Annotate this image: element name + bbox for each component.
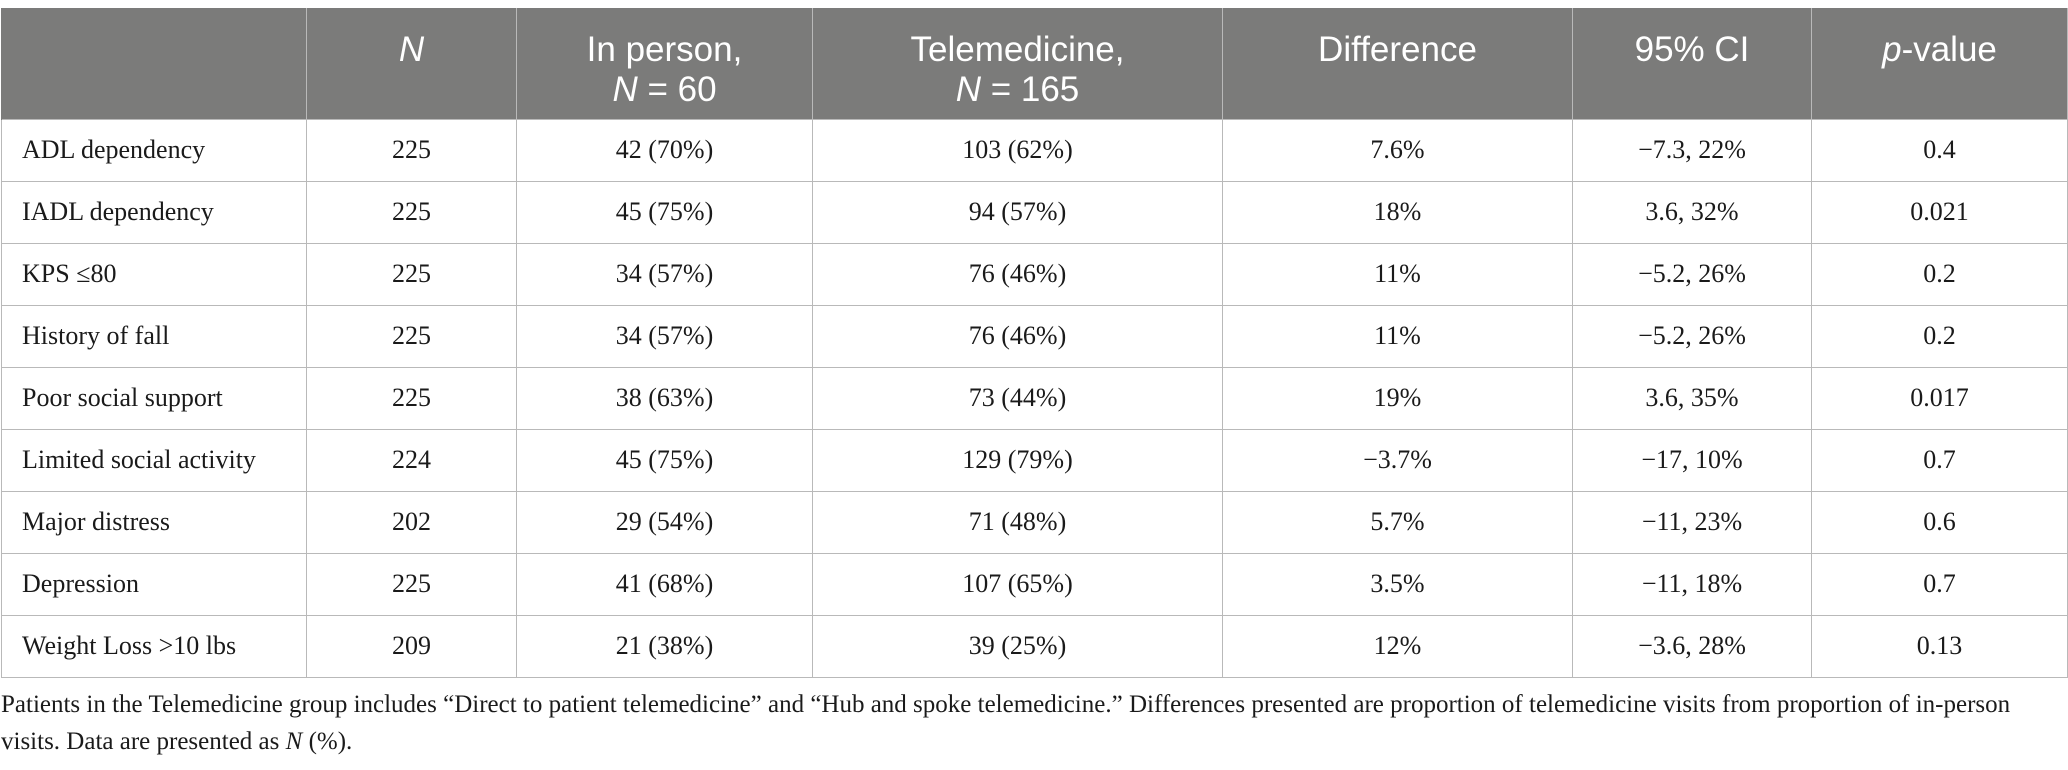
cell-p-value: 0.6 xyxy=(1811,490,2068,554)
cell-n: 224 xyxy=(306,428,517,492)
cell-difference: 5.7% xyxy=(1222,490,1573,554)
cell-p-value: 0.021 xyxy=(1811,180,2068,244)
cell-telemedicine: 107 (65%) xyxy=(812,552,1223,616)
table-body: ADL dependency 225 42 (70%) 103 (62%) 7.… xyxy=(1,118,2068,678)
table-footnote: Patients in the Telemedicine group inclu… xyxy=(1,686,2061,760)
header-ci: 95% CI xyxy=(1572,8,1812,119)
cell-in-person: 29 (54%) xyxy=(516,490,813,554)
cell-in-person: 45 (75%) xyxy=(516,428,813,492)
header-in-person: In person, N = 60 xyxy=(516,8,813,119)
cell-in-person: 38 (63%) xyxy=(516,366,813,430)
cell-telemedicine: 39 (25%) xyxy=(812,614,1223,678)
cell-p-value: 0.2 xyxy=(1811,242,2068,306)
cell-n: 209 xyxy=(306,614,517,678)
cell-telemedicine: 94 (57%) xyxy=(812,180,1223,244)
row-label: Depression xyxy=(1,552,307,616)
header-telemedicine-n-value: = 165 xyxy=(980,70,1080,109)
header-row: N In person, N = 60 Telemedicine, N = 16… xyxy=(1,8,2068,119)
row-label: KPS ≤80 xyxy=(1,242,307,306)
cell-in-person: 34 (57%) xyxy=(516,242,813,306)
header-row-label xyxy=(1,8,307,119)
cell-n: 225 xyxy=(306,242,517,306)
header-telemedicine-n-symbol: N xyxy=(955,70,981,109)
cell-ci: 3.6, 35% xyxy=(1572,366,1812,430)
cell-ci: −5.2, 26% xyxy=(1572,242,1812,306)
header-p-suffix: -value xyxy=(1901,30,1997,69)
table-row: KPS ≤80 225 34 (57%) 76 (46%) 11% −5.2, … xyxy=(1,242,2068,306)
results-table: N In person, N = 60 Telemedicine, N = 16… xyxy=(1,8,2068,678)
cell-in-person: 41 (68%) xyxy=(516,552,813,616)
cell-in-person: 42 (70%) xyxy=(516,118,813,182)
header-in-person-n-value: = 60 xyxy=(637,70,717,109)
table-row: Depression 225 41 (68%) 107 (65%) 3.5% −… xyxy=(1,552,2068,616)
header-p-symbol: p xyxy=(1882,30,1902,69)
cell-telemedicine: 76 (46%) xyxy=(812,304,1223,368)
cell-n: 225 xyxy=(306,552,517,616)
table-row: IADL dependency 225 45 (75%) 94 (57%) 18… xyxy=(1,180,2068,244)
cell-n: 225 xyxy=(306,180,517,244)
cell-telemedicine: 129 (79%) xyxy=(812,428,1223,492)
row-label: Weight Loss >10 lbs xyxy=(1,614,307,678)
footnote-text: Patients in the Telemedicine group inclu… xyxy=(1,690,2011,755)
footnote-n-symbol: N xyxy=(285,727,303,755)
cell-difference: 18% xyxy=(1222,180,1573,244)
cell-difference: 11% xyxy=(1222,242,1573,306)
cell-telemedicine: 103 (62%) xyxy=(812,118,1223,182)
cell-difference: 19% xyxy=(1222,366,1573,430)
cell-ci: −11, 18% xyxy=(1572,552,1812,616)
table-row: ADL dependency 225 42 (70%) 103 (62%) 7.… xyxy=(1,118,2068,182)
row-label: Limited social activity xyxy=(1,428,307,492)
row-label: Poor social support xyxy=(1,366,307,430)
cell-p-value: 0.7 xyxy=(1811,428,2068,492)
row-label: ADL dependency xyxy=(1,118,307,182)
cell-ci: −7.3, 22% xyxy=(1572,118,1812,182)
cell-n: 225 xyxy=(306,118,517,182)
cell-n: 225 xyxy=(306,366,517,430)
cell-in-person: 45 (75%) xyxy=(516,180,813,244)
row-label: History of fall xyxy=(1,304,307,368)
table-row: Limited social activity 224 45 (75%) 129… xyxy=(1,428,2068,492)
table-row: Weight Loss >10 lbs 209 21 (38%) 39 (25%… xyxy=(1,614,2068,678)
cell-difference: 7.6% xyxy=(1222,118,1573,182)
cell-p-value: 0.017 xyxy=(1811,366,2068,430)
header-n: N xyxy=(306,8,517,119)
header-in-person-label: In person, xyxy=(586,30,743,69)
table-header: N In person, N = 60 Telemedicine, N = 16… xyxy=(1,8,2068,119)
row-label: IADL dependency xyxy=(1,180,307,244)
cell-ci: −5.2, 26% xyxy=(1572,304,1812,368)
cell-p-value: 0.13 xyxy=(1811,614,2068,678)
header-in-person-n-symbol: N xyxy=(612,70,638,109)
cell-difference: 11% xyxy=(1222,304,1573,368)
footnote-text-end: (%). xyxy=(302,727,353,755)
cell-difference: 12% xyxy=(1222,614,1573,678)
cell-telemedicine: 73 (44%) xyxy=(812,366,1223,430)
table-row: Major distress 202 29 (54%) 71 (48%) 5.7… xyxy=(1,490,2068,554)
cell-in-person: 34 (57%) xyxy=(516,304,813,368)
cell-difference: −3.7% xyxy=(1222,428,1573,492)
cell-n: 202 xyxy=(306,490,517,554)
table-row: History of fall 225 34 (57%) 76 (46%) 11… xyxy=(1,304,2068,368)
table-page: N In person, N = 60 Telemedicine, N = 16… xyxy=(0,8,2068,760)
cell-telemedicine: 71 (48%) xyxy=(812,490,1223,554)
cell-ci: −3.6, 28% xyxy=(1572,614,1812,678)
cell-p-value: 0.2 xyxy=(1811,304,2068,368)
cell-p-value: 0.4 xyxy=(1811,118,2068,182)
header-telemedicine-label: Telemedicine, xyxy=(910,30,1125,69)
cell-ci: −11, 23% xyxy=(1572,490,1812,554)
cell-difference: 3.5% xyxy=(1222,552,1573,616)
header-p-value: p-value xyxy=(1811,8,2068,119)
cell-ci: −17, 10% xyxy=(1572,428,1812,492)
table-row: Poor social support 225 38 (63%) 73 (44%… xyxy=(1,366,2068,430)
header-telemedicine: Telemedicine, N = 165 xyxy=(812,8,1223,119)
row-label: Major distress xyxy=(1,490,307,554)
cell-in-person: 21 (38%) xyxy=(516,614,813,678)
cell-p-value: 0.7 xyxy=(1811,552,2068,616)
cell-n: 225 xyxy=(306,304,517,368)
cell-ci: 3.6, 32% xyxy=(1572,180,1812,244)
cell-telemedicine: 76 (46%) xyxy=(812,242,1223,306)
header-n-symbol: N xyxy=(398,30,425,69)
header-difference: Difference xyxy=(1222,8,1573,119)
